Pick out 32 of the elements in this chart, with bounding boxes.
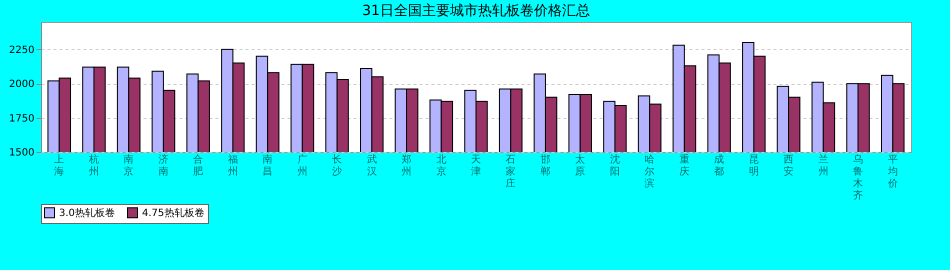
x-tick-label: 济南 <box>158 154 168 178</box>
x-tick-label: 武汉 <box>366 154 377 178</box>
x-tick-label: 南昌 <box>262 154 273 178</box>
x-tick-label: 长沙 <box>332 154 342 178</box>
x-tick-label: 西安 <box>784 154 794 178</box>
x-tick-label: 哈尔滨 <box>644 154 655 190</box>
x-tick-label: 邯郸 <box>540 154 550 178</box>
legend-label: 3.0热轧板卷 <box>59 206 115 219</box>
x-tick-label: 北京 <box>436 154 446 178</box>
x-tick-label: 广州 <box>297 154 308 178</box>
y-tick-label: 1500 <box>9 148 34 158</box>
legend-label: 4.75热轧板卷 <box>142 206 204 219</box>
x-tick-label: 重庆 <box>679 154 690 178</box>
y-tick-label: 2000 <box>9 79 34 90</box>
x-tick-label: 杭州 <box>88 154 99 178</box>
x-tick-label: 兰州 <box>818 154 828 178</box>
x-tick-label: 郑州 <box>402 154 412 178</box>
x-tick-label: 南京 <box>124 154 134 178</box>
x-tick-label: 成都 <box>714 154 724 178</box>
x-tick-label: 沈阳 <box>610 154 620 178</box>
chart-title: 31日全国主要城市热轧板卷价格汇总 <box>362 3 590 19</box>
x-tick-label: 上海 <box>54 154 64 178</box>
x-tick-label: 合肥 <box>193 154 204 178</box>
x-tick-label: 福州 <box>228 154 238 178</box>
x-tick-label: 太原 <box>575 154 586 178</box>
x-tick-label: 平均价 <box>886 154 898 190</box>
x-tick-label: 石家庄 <box>506 154 516 190</box>
x-tick-label: 天津 <box>471 154 481 178</box>
x-tick-label: 昆明 <box>748 154 759 178</box>
x-tick-label: 乌鲁木齐 <box>853 154 864 202</box>
y-tick-label: 1750 <box>9 113 34 124</box>
y-tick-label: 2250 <box>9 44 34 56</box>
